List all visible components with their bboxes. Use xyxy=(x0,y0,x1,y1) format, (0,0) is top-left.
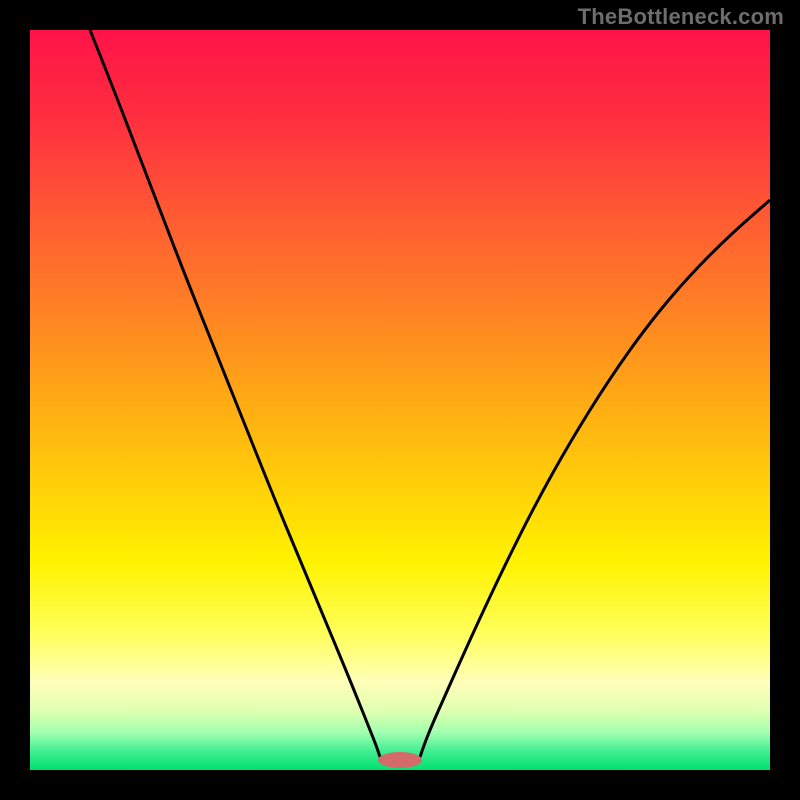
bottleneck-chart xyxy=(0,0,800,800)
match-marker xyxy=(378,752,422,768)
plot-background xyxy=(30,30,770,770)
chart-container: { "watermark_text": "TheBottleneck.com",… xyxy=(0,0,800,800)
watermark-text: TheBottleneck.com xyxy=(578,4,784,30)
